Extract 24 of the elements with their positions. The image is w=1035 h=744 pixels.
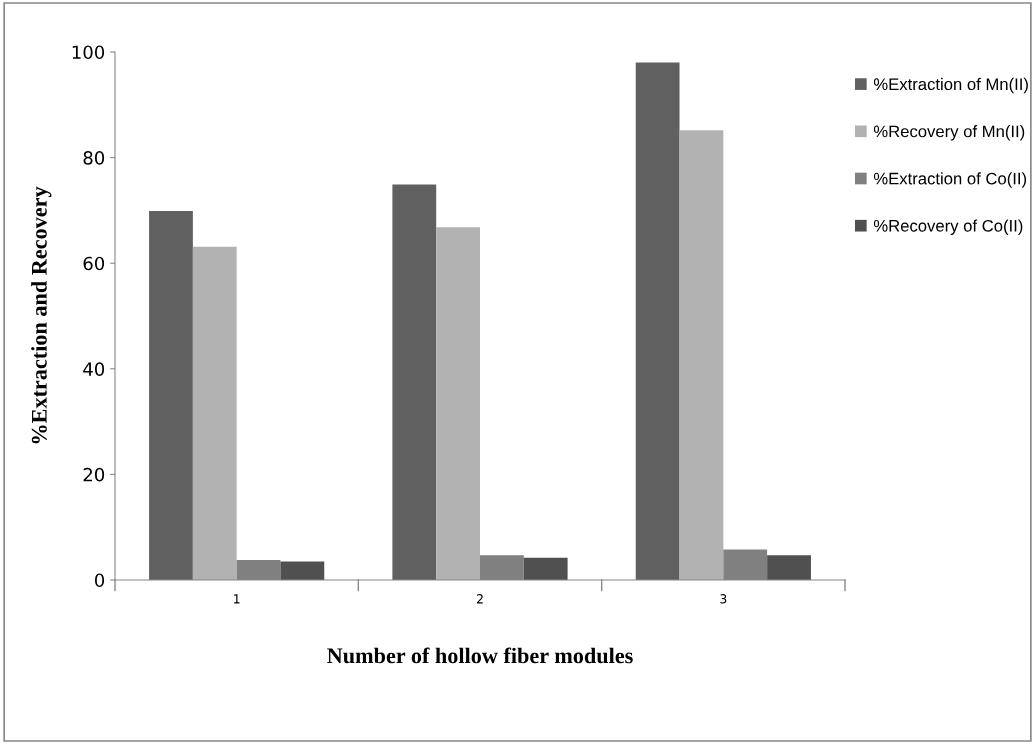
legend-label: %Recovery of Mn(II) [873,125,1025,141]
legend-label: %Extraction of Mn(II) [873,77,1028,94]
y-tick-label: 100 [72,45,105,60]
bar [280,561,325,580]
legend-label: %Recovery of Co(II) [873,219,1023,235]
y-tick-label: 80 [83,151,105,165]
bar [192,246,237,580]
bar [523,557,568,580]
y-tick-label: 0 [94,573,105,588]
bar [392,184,437,580]
y-axis-title: %Extraction and Recovery [31,186,52,444]
bar [635,62,680,580]
x-tick-label: 2 [476,594,483,604]
x-axis-title: Number of hollow fiber modules [327,647,633,664]
bar [436,227,480,580]
x-tick-label: 1 [234,594,240,604]
bar [767,555,811,580]
y-tick-label: 20 [83,467,105,482]
y-tick-label: 40 [83,362,105,376]
bar [679,130,724,580]
legend-label: %Extraction of Co(II) [873,172,1027,188]
x-tick-label: 3 [720,594,727,604]
y-tick-label: 60 [83,256,105,271]
bar [149,210,193,580]
